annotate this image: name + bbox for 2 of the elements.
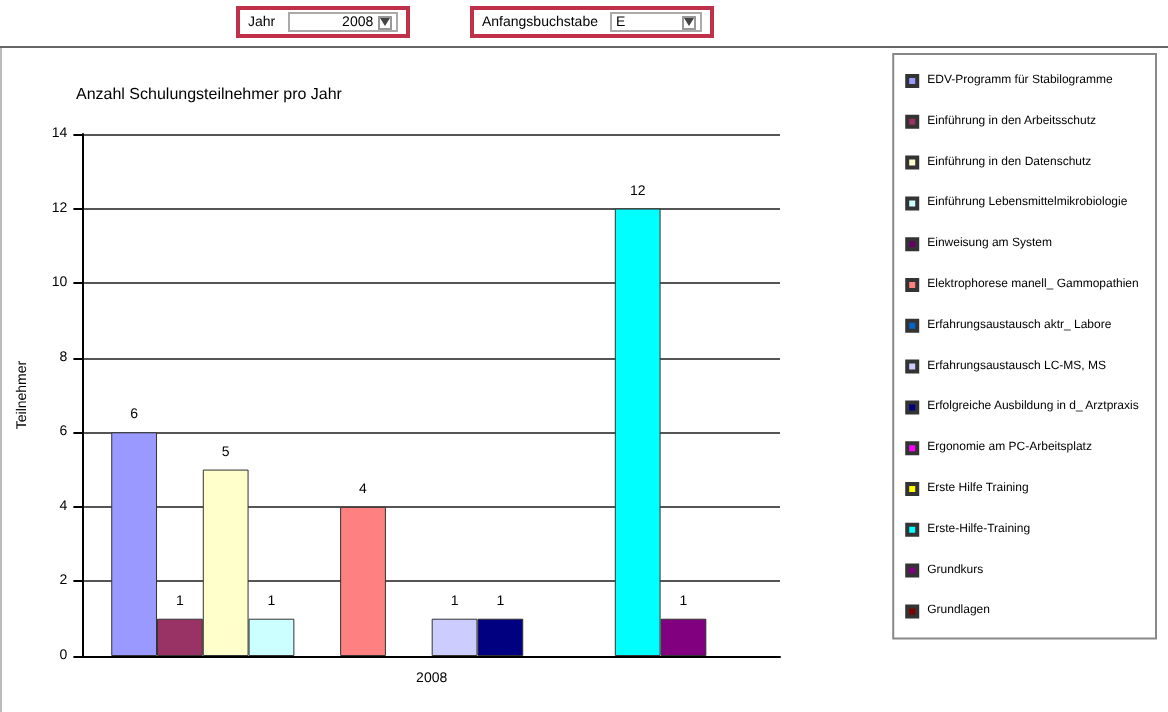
bar xyxy=(340,506,386,656)
chart-title: Anzahl Schulungsteilnehmer pro Jahr xyxy=(76,85,343,103)
